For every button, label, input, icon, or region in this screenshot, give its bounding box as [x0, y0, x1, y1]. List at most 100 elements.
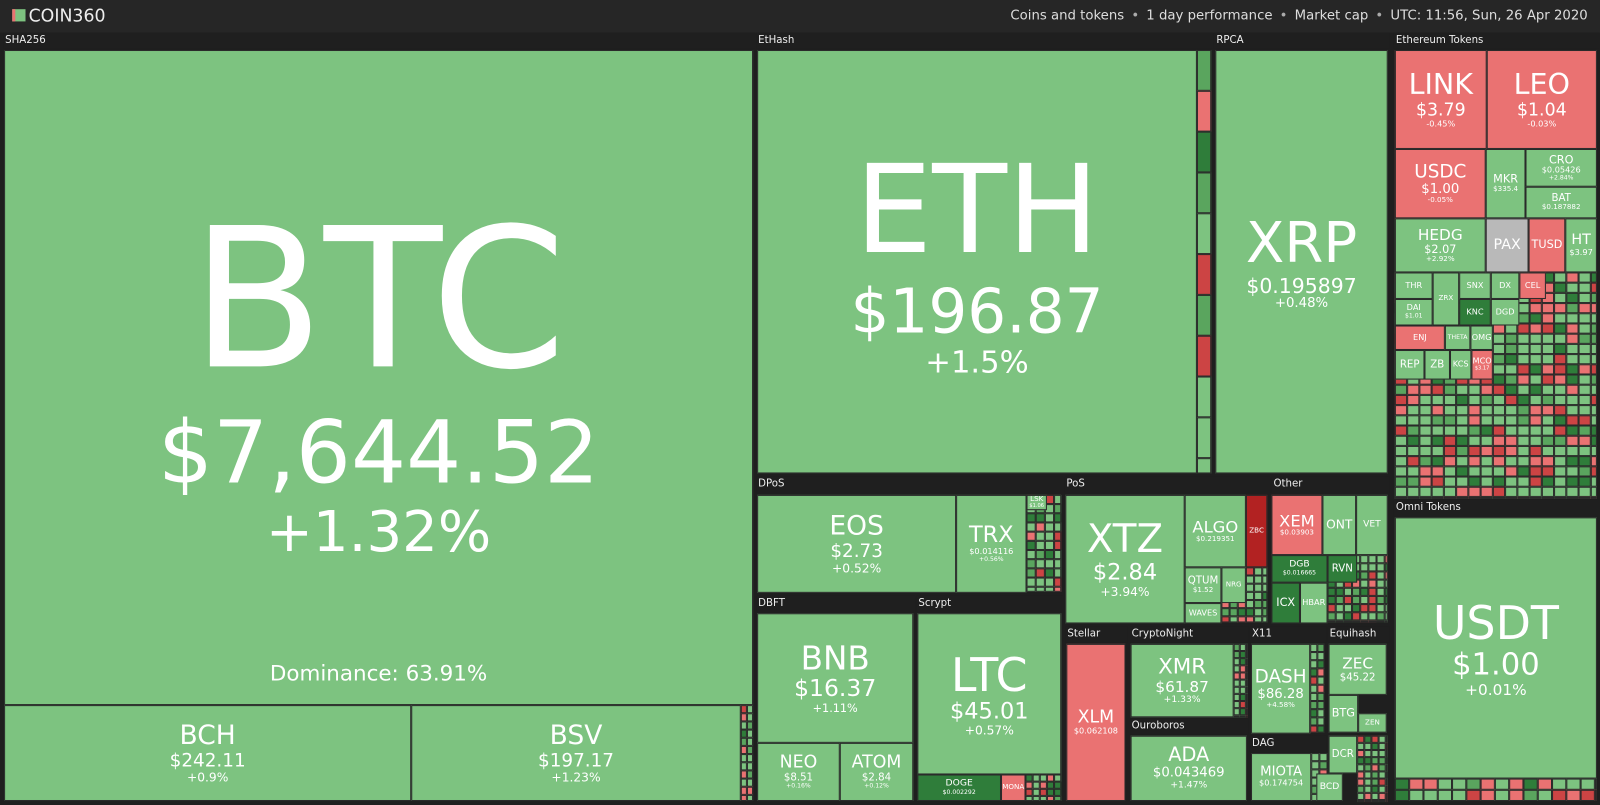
coin-tile[interactable]: HEDG $2.07 +2.92% — [1394, 218, 1486, 273]
coin-price: $0.062108 — [1073, 726, 1118, 736]
coin-price: $2.84 — [861, 772, 892, 784]
coin-tile[interactable]: LTC $45.01 +0.57% — [917, 613, 1062, 775]
mini-tile — [1529, 456, 1542, 467]
coin-tile[interactable]: ICX — [1271, 582, 1300, 624]
coin-tile[interactable]: TUSD — [1528, 218, 1566, 273]
coin-tile[interactable]: KNC — [1459, 298, 1491, 326]
mini-tile — [1237, 616, 1246, 623]
mini-tile — [1044, 522, 1055, 532]
coin-tile[interactable]: BCD — [1316, 773, 1343, 802]
coin-tile[interactable]: DCR — [1328, 735, 1358, 774]
mini-tile — [1517, 323, 1530, 334]
coin-tile[interactable]: MKR $335.4 — [1485, 148, 1526, 219]
coin-tile[interactable]: ENJ — [1394, 325, 1445, 350]
filter[interactable]: Coins and tokens — [1010, 8, 1125, 24]
coin-tile[interactable]: REP — [1394, 349, 1425, 380]
coin-tile[interactable]: WAVES — [1184, 603, 1222, 624]
coin-tile[interactable]: BCH $242.11 +0.9% — [4, 705, 412, 802]
mini-tile — [1517, 496, 1530, 499]
mini-tile — [1233, 693, 1240, 702]
coin-tile[interactable]: DASH $86.28 +4.58% — [1251, 643, 1311, 734]
coin-tile[interactable]: MONA — [1001, 774, 1026, 802]
coin-tile[interactable]: BTC $7,644.52 +1.32% — [4, 49, 754, 706]
mini-tile — [1385, 785, 1388, 793]
coin-tile[interactable]: BTG — [1328, 694, 1359, 733]
coin-tile[interactable]: DGD — [1490, 298, 1520, 326]
mini-tile — [1368, 620, 1377, 623]
coin-tile[interactable]: BAT $0.187882 — [1525, 186, 1597, 219]
coin-tile[interactable]: ZBC — [1245, 494, 1268, 568]
mini-tile — [1026, 586, 1036, 592]
coin-tile[interactable]: OMG — [1470, 325, 1493, 350]
coin-tile[interactable]: USDC $1.00 -0.05% — [1394, 148, 1486, 219]
filter[interactable]: Market cap — [1273, 8, 1369, 23]
coin-tile[interactable]: PAX — [1485, 218, 1529, 273]
mini-tile — [1054, 494, 1062, 505]
coin-tile[interactable]: HBAR — [1299, 582, 1328, 624]
coin-tile[interactable]: ALGO $0.219351 — [1184, 494, 1246, 568]
coin-tile[interactable]: THETA — [1444, 325, 1471, 350]
header: COIN360 Coins and tokens1 day performanc… — [0, 0, 1600, 33]
coin-tile[interactable]: BNB $16.37 +1.11% — [757, 613, 914, 743]
coin-tile[interactable]: MIOTA $0.174754 — [1251, 753, 1312, 802]
mini-tile — [1262, 583, 1268, 592]
coin-symbol: XEM — [1279, 511, 1315, 531]
filter[interactable]: 1 day performance — [1124, 8, 1272, 23]
coin-tile[interactable]: ETH $196.87 +1.5% — [757, 49, 1197, 474]
coin-tile[interactable]: LSK $1.06 — [1026, 494, 1047, 511]
coin-tile[interactable]: XMR $61.87 +1.33% — [1130, 643, 1234, 718]
coin-tile[interactable]: ZB — [1424, 349, 1450, 380]
coin-tile[interactable]: XTZ $2.84 +3.94% — [1065, 494, 1185, 624]
mini-tile — [1517, 425, 1530, 436]
mini-tile — [1239, 701, 1246, 709]
mini-tile — [1407, 415, 1420, 426]
coin-tile[interactable]: DX — [1490, 272, 1520, 299]
coin-tile[interactable]: XEM $0.03903 — [1271, 494, 1323, 556]
mini-tile — [1364, 778, 1372, 786]
mini-tile — [1044, 577, 1055, 587]
mini-tile — [1245, 708, 1248, 716]
coin-tile[interactable]: TRX $0.014116 +0.56% — [956, 494, 1027, 593]
mini-tile — [1409, 789, 1424, 802]
coin-tile[interactable]: ADA $0.043469 +1.47% — [1130, 735, 1247, 802]
coin-tile[interactable]: USDT $1.00 +0.01% — [1394, 517, 1597, 779]
mini-tile — [1233, 686, 1240, 694]
coin-tile[interactable]: QTUM $1.52 — [1184, 567, 1222, 604]
coin-tile[interactable]: EOS $2.73 +0.52% — [757, 494, 957, 593]
coin-tile[interactable]: CEL — [1519, 272, 1546, 299]
coin-tile[interactable]: DGB $0.016665 — [1271, 555, 1328, 583]
coin-tile[interactable]: RVN — [1327, 555, 1358, 583]
mini-tile — [1046, 788, 1055, 796]
logo[interactable]: COIN360 — [12, 6, 106, 26]
coin-price: $2.73 — [830, 540, 883, 563]
coin-tile[interactable]: THR — [1394, 272, 1433, 299]
coin-tile[interactable]: CRO $0.05426 +2.84% — [1525, 148, 1597, 187]
coin-tile[interactable]: DAI $1.01 — [1394, 298, 1433, 326]
coin-tile[interactable]: LEO $1.04 -0.03% — [1486, 49, 1597, 149]
mini-tile — [1233, 672, 1240, 680]
filter[interactable]: UTC: 11:56, Sun, 26 Apr 2020 — [1368, 8, 1587, 23]
coin-tile[interactable]: LINK $3.79 -0.45% — [1394, 49, 1487, 149]
coin-symbol: PAX — [1493, 236, 1521, 253]
coin-tile[interactable]: NRG — [1221, 567, 1246, 604]
coin-tile[interactable]: VET — [1356, 494, 1388, 556]
coin-tile[interactable]: BSV $197.17 +1.23% — [411, 705, 741, 802]
coin-tile[interactable]: NEO $8.51 +0.16% — [757, 742, 840, 802]
coin-tile[interactable]: HT $3.97 — [1565, 218, 1597, 273]
mini-tile — [1552, 789, 1567, 802]
mini-tile — [1578, 313, 1591, 324]
coin-tile[interactable]: MCO $3.17 — [1471, 349, 1493, 380]
coin-tile[interactable]: ZEN — [1358, 713, 1387, 733]
coin-tile[interactable]: ONT — [1322, 494, 1357, 556]
coin-tile[interactable]: SNX — [1459, 272, 1491, 299]
coin-tile[interactable]: KCS — [1449, 349, 1472, 380]
coin-tile[interactable]: ATOM $2.84 +0.12% — [839, 742, 914, 802]
coin-tile[interactable]: ZRX — [1432, 272, 1460, 326]
coin-tile[interactable]: XRP $0.195897 +0.48% — [1215, 49, 1388, 474]
coin-tile[interactable]: ZEC $45.22 — [1328, 643, 1387, 695]
mini-tile — [1317, 676, 1325, 685]
coin-tile[interactable]: DOGE $0.002292 — [917, 774, 1002, 802]
coin-tile[interactable]: XLM $0.062108 — [1066, 643, 1126, 802]
mini-tile — [1245, 665, 1248, 673]
